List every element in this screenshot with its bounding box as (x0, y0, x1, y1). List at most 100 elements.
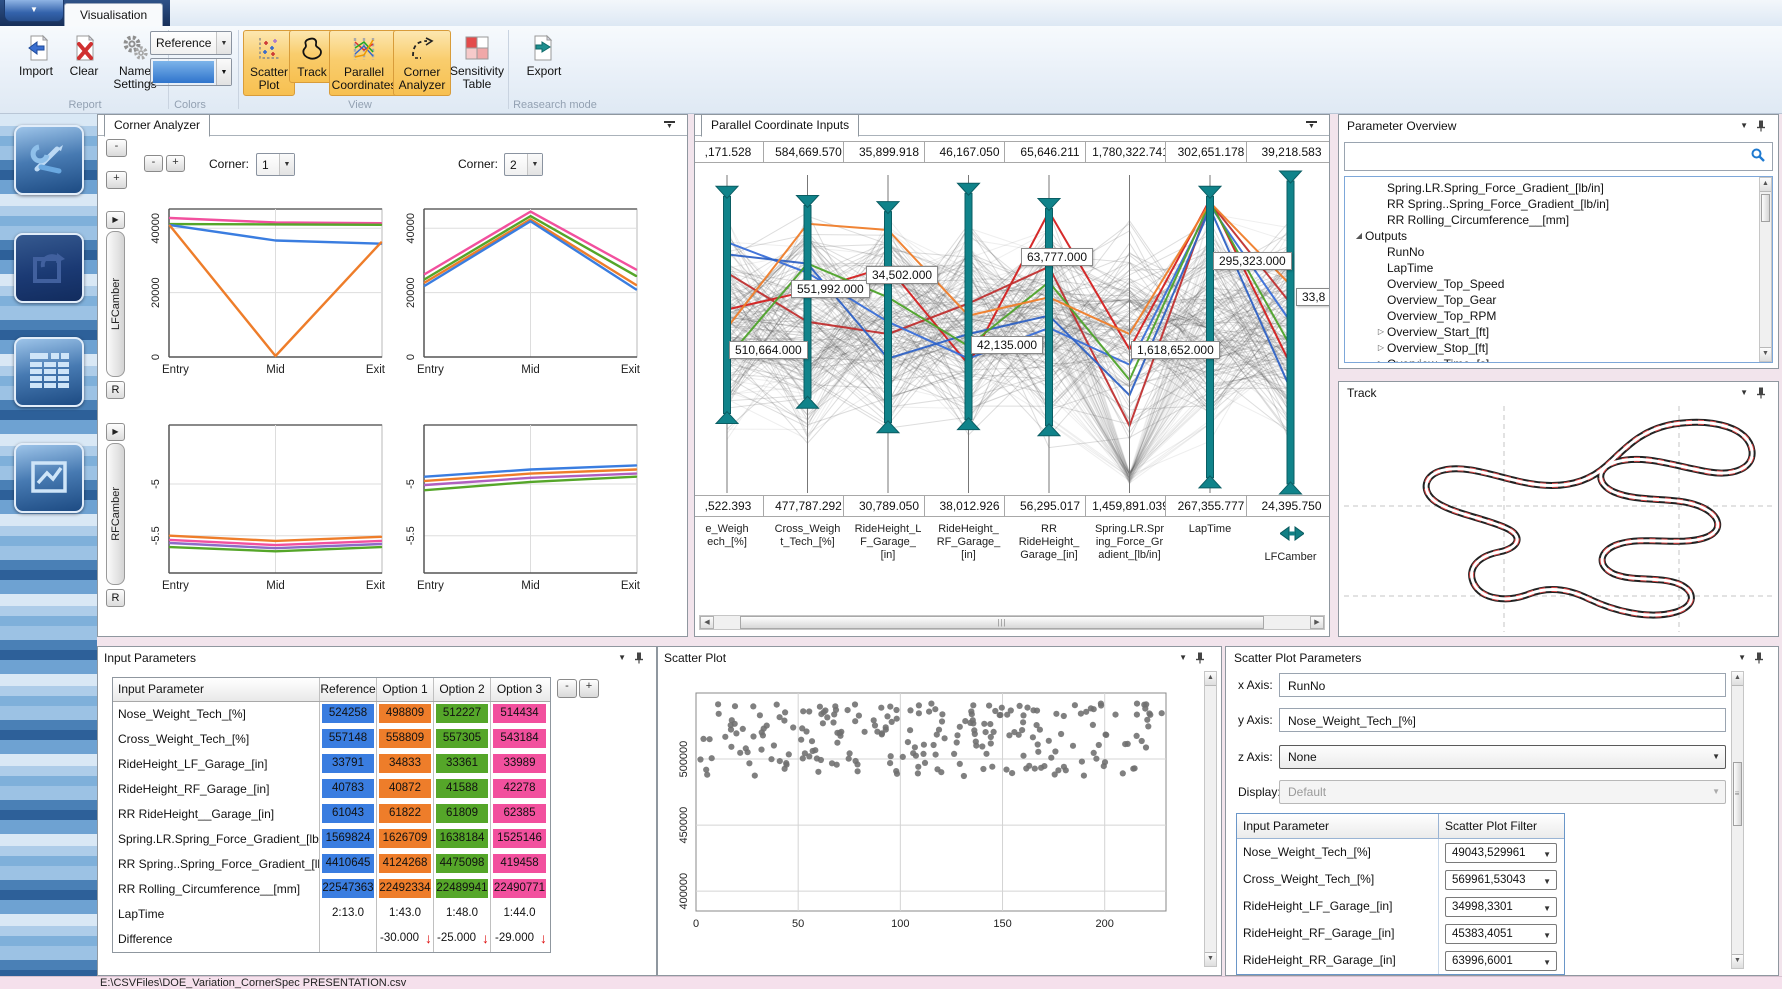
tree-item[interactable]: ▷ Overview_Start_[ft] (1345, 324, 1756, 340)
pin-icon[interactable] (1754, 652, 1764, 664)
y-axis-input[interactable]: Nose_Weight_Tech_[%] (1279, 708, 1726, 732)
tree-item[interactable]: Overview_Top_Speed (1345, 276, 1756, 292)
chevron-down-icon[interactable]: ▼ (1740, 388, 1748, 397)
tree-item[interactable]: RR Spring..Spring_Force_Gradient_[lb/in] (1345, 196, 1756, 212)
tree-expander-icon[interactable] (1375, 196, 1387, 212)
axis-min-value[interactable]: 477,787.292 (763, 495, 855, 517)
value-callout[interactable]: 295,323.000 (1213, 252, 1292, 270)
sidebar-tools-button[interactable] (14, 125, 84, 195)
axis-min-value[interactable]: 30,789.050 (843, 495, 935, 517)
slider-track[interactable]: RFCamber (106, 443, 125, 585)
tree-expander-icon[interactable] (1375, 308, 1387, 324)
scroll-up-button[interactable]: ▲ (1205, 672, 1216, 686)
tree-item[interactable]: Overview_Top_RPM (1345, 308, 1756, 324)
tree-expander-icon[interactable] (1375, 276, 1387, 292)
import-button[interactable]: Import (8, 30, 64, 81)
table-row[interactable]: RideHeight_LF_Garage_[in] 33791 34833 33… (113, 752, 550, 777)
panel-menu-icon[interactable]: ▼ (1306, 121, 1317, 133)
column-header[interactable]: Option 2 (434, 678, 491, 701)
value-callout[interactable]: 33,8 (1296, 288, 1329, 306)
chevron-down-icon[interactable]: ▼ (1738, 653, 1746, 662)
table-row[interactable]: Cross_Weight_Tech_[%] 557148 558809 5573… (113, 727, 550, 752)
slider-reset-button[interactable]: R (106, 589, 125, 607)
table-row[interactable]: RR Spring..Spring_Force_Gradient_[lb/in]… (113, 852, 550, 877)
tree-expander-icon[interactable] (1375, 180, 1387, 196)
slider-track[interactable]: LFCamber (106, 231, 125, 377)
tree-item[interactable]: LapTime (1345, 260, 1756, 276)
column-header[interactable]: Scatter Plot Filter (1439, 814, 1564, 838)
pin-icon[interactable] (1756, 120, 1766, 132)
tree-expander-icon[interactable] (1375, 244, 1387, 260)
axis-max-value[interactable]: 584,669.570 (763, 141, 855, 163)
view-corner-analyzer-toggle[interactable]: Corner Analyzer (393, 30, 451, 96)
parallel-coordinates-tab[interactable]: Parallel Coordinate Inputs (701, 115, 859, 137)
value-callout[interactable]: 551,992.000 (791, 280, 870, 298)
table-row[interactable]: RR Rolling_Circumference__[mm] 22547363 … (113, 877, 550, 902)
pin-icon[interactable] (634, 652, 644, 664)
column-header[interactable]: Option 1 (377, 678, 434, 701)
scrollbar-thumb[interactable] (1761, 194, 1770, 222)
color-swatch-dropdown[interactable]: ▼ (150, 58, 232, 86)
pin-icon[interactable] (1756, 387, 1766, 399)
corner-analyzer-tab[interactable]: Corner Analyzer (104, 115, 210, 137)
table-row[interactable]: RideHeight_RF_Garage_[in] 40783 40872 41… (113, 777, 550, 802)
slider-reset-button[interactable]: R (106, 381, 125, 399)
x-axis-input[interactable]: RunNo (1279, 673, 1726, 697)
tree-expander-icon[interactable]: ▷ (1375, 340, 1387, 356)
filter-dropdown[interactable]: 569961,53043▼ (1445, 870, 1557, 890)
vertical-scrollbar[interactable]: ▲ ▼ (1759, 177, 1772, 362)
horizontal-scrollbar[interactable]: ◀ ▶ ||| (699, 615, 1325, 630)
table-row[interactable]: LapTime 2:13.0 1:43.0 1:48.0 1:44.0 (113, 902, 550, 927)
panel-menu-icon[interactable]: ▼ (664, 121, 675, 133)
tab-visualisation[interactable]: Visualisation (64, 3, 163, 26)
tree-item[interactable]: ▷ Overview_Stop_[ft] (1345, 340, 1756, 356)
scroll-right-button[interactable]: ▶ (1310, 616, 1324, 629)
tree-item[interactable]: ◢ Outputs (1345, 228, 1756, 244)
axis-max-value[interactable]: 302,651.178 (1165, 141, 1257, 163)
table-row[interactable]: Spring.LR.Spring_Force_Gradient_[lb/in] … (113, 827, 550, 852)
scroll-down-button[interactable]: ▼ (1732, 954, 1743, 968)
pin-icon[interactable] (1195, 652, 1205, 664)
colors-reference-dropdown[interactable]: Reference▼ (150, 31, 232, 55)
axis-min-value[interactable]: 267,355.777 (1165, 495, 1257, 517)
value-callout[interactable]: 63,777.000 (1021, 248, 1093, 266)
tree-expander-icon[interactable] (1375, 292, 1387, 308)
table-row[interactable]: Difference -30.000↓ -25.000↓ -29.000↓ (113, 927, 550, 952)
value-callout[interactable]: 510,664.000 (729, 341, 808, 359)
axis-min-value[interactable]: 1,459,891.039 (1085, 495, 1177, 517)
remove-option-button[interactable]: - (557, 679, 577, 698)
filter-dropdown[interactable]: 45383,4051▼ (1445, 924, 1557, 944)
parameter-search-input[interactable] (1344, 142, 1773, 171)
tree-expander-icon[interactable] (1375, 260, 1387, 276)
tree-item[interactable]: Overview_Top_Gear (1345, 292, 1756, 308)
column-header[interactable]: Reference (320, 678, 377, 701)
column-header[interactable]: Input Parameter (1237, 814, 1439, 838)
corner1-select[interactable]: 1▼ (256, 153, 295, 176)
clear-button[interactable]: Clear (60, 30, 108, 81)
window-menu-button[interactable]: ▼ (4, 0, 64, 22)
axis-max-value[interactable]: 35,899.918 (843, 141, 935, 163)
add-option-button[interactable]: + (579, 679, 599, 698)
axis-max-value[interactable]: 39,218.583 (1246, 141, 1330, 163)
sidebar-export-button[interactable] (14, 233, 84, 303)
column-header[interactable]: Input Parameter (113, 678, 320, 701)
scrollbar-thumb[interactable]: ≡ (1733, 762, 1742, 826)
axis-min-value[interactable]: 56,295.017 (1004, 495, 1096, 517)
sidebar-table-button[interactable] (14, 337, 84, 407)
corner2-select[interactable]: 2▼ (504, 153, 543, 176)
parallel-plot-area[interactable]: ,171.528 ,522.393 e_Weighech_[%] 584,669… (695, 136, 1329, 636)
scrollbar-thumb[interactable]: ||| (740, 616, 1264, 629)
sidebar-chart-button[interactable] (14, 443, 84, 513)
filter-dropdown[interactable]: 63996,6001▼ (1445, 951, 1557, 971)
tree-expander-icon[interactable] (1375, 212, 1387, 228)
scroll-down-button[interactable]: ▼ (1205, 952, 1216, 966)
scroll-up-button[interactable]: ▲ (1760, 178, 1771, 192)
chevron-down-icon[interactable]: ▼ (618, 653, 626, 662)
slider-expand-button[interactable]: ▶ (106, 211, 125, 229)
vertical-scrollbar[interactable]: ▲ ▼ ≡ (1731, 671, 1744, 969)
axis-min-value[interactable]: 24,395.750 (1246, 495, 1330, 517)
tree-item[interactable]: RunNo (1345, 244, 1756, 260)
table-row[interactable]: RR RideHeight__Garage_[in] 61043 61822 6… (113, 802, 550, 827)
tree-expander-icon[interactable]: ▷ (1375, 324, 1387, 340)
tree-expander-icon[interactable]: ▷ (1375, 356, 1387, 362)
